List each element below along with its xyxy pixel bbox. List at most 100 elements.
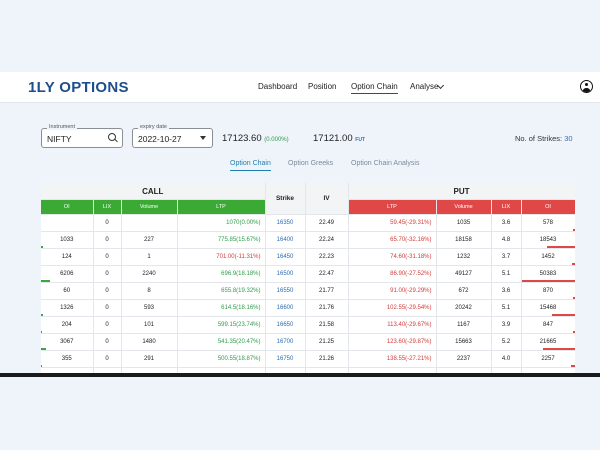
call-lix-cell: 0 xyxy=(93,367,122,373)
call-lix-cell-text: 0 xyxy=(105,254,109,260)
call-ltp-cell[interactable]: 1070(0.00%) xyxy=(177,214,266,232)
strike-cell[interactable]: 16550 xyxy=(265,282,306,300)
call-ltp-cell[interactable]: 696.9(18.18%) xyxy=(177,265,266,283)
put-ltp-cell[interactable]: 91.00(-29.29%) xyxy=(348,282,437,300)
expiry-value[interactable]: 2022-10-27 xyxy=(138,134,182,144)
strike-cell[interactable]: 16700 xyxy=(265,333,306,351)
brand-logo[interactable]: 1LY OPTIONS xyxy=(28,79,129,96)
put-ltp-cell[interactable]: 138.55(-27.21%) xyxy=(348,350,437,368)
call-volume-header[interactable]: Volume xyxy=(121,199,178,215)
call-ltp-cell[interactable]: 775.85(15.67%) xyxy=(177,231,266,249)
put-ltp-cell[interactable]: 65.70(-32.16%) xyxy=(348,231,437,249)
call-oi-cell-text: 124 xyxy=(61,254,72,260)
call-ltp-cell-text: 614.5(18.16%) xyxy=(221,305,261,311)
call-oi-cell: 124 xyxy=(41,248,94,266)
strike-cell-text: 16650 xyxy=(276,322,294,328)
iv-cell: 21.26 xyxy=(305,350,349,368)
call-ltp-cell[interactable]: 599.15(23.74%) xyxy=(177,316,266,334)
strike-cell[interactable]: 16600 xyxy=(265,299,306,317)
put-lix-header[interactable]: LIX xyxy=(491,199,522,215)
call-ltp-cell-text: 701.00(-11.31%) xyxy=(216,254,261,260)
expiry-date-select[interactable]: expiry date 2022-10-27 xyxy=(132,124,213,148)
iv-cell: 22.47 xyxy=(305,265,349,283)
table-row: 1033 0 227 775.85(15.67%) 16400 22.24 65.70(-3… xyxy=(41,231,575,249)
put-oi-bar xyxy=(542,348,575,350)
call-lix-cell: 0 xyxy=(93,333,122,351)
call-ltp-cell[interactable]: 701.00(-11.31%) xyxy=(177,248,266,266)
put-volume-cell: 672 xyxy=(436,282,492,300)
call-volume-cell: 8 xyxy=(121,282,178,300)
put-ltp-cell[interactable]: 86.90(-27.52%) xyxy=(348,265,437,283)
call-volume-cell-text: 1 xyxy=(147,254,151,260)
call-volume-cell: 291 xyxy=(121,350,178,368)
put-lix-cell: 4.0 xyxy=(491,350,522,368)
put-oi-bar xyxy=(571,365,575,367)
iv-cell: 21.58 xyxy=(305,316,349,334)
call-ltp-cell-text: 541.35(20.47%) xyxy=(217,339,261,345)
strike-cell[interactable]: 16800 xyxy=(265,367,306,373)
instrument-search-field[interactable]: Instrument NIFTY xyxy=(41,124,123,148)
strike-count-label: No. of Strikes: xyxy=(515,134,563,143)
strike-cell[interactable]: 16400 xyxy=(265,231,306,249)
put-volume-header[interactable]: Volume xyxy=(436,199,492,215)
call-lix-header[interactable]: LIX xyxy=(93,199,122,215)
put-volume-cell-text: 1232 xyxy=(456,254,471,260)
call-volume-cell: 101 xyxy=(121,316,178,334)
put-ltp-cell[interactable]: 113.40(-29.67%) xyxy=(348,316,437,334)
strike-cell[interactable]: 16450 xyxy=(265,248,306,266)
put-oi-cell: 1452 xyxy=(521,248,575,266)
call-ltp-cell[interactable]: 473.45(21.18%) xyxy=(177,367,266,373)
strike-cell[interactable]: 16350 xyxy=(265,214,306,232)
nav-option-chain[interactable]: Option Chain xyxy=(351,82,398,94)
put-oi-cell: 35861 xyxy=(521,367,575,373)
put-ltp-cell-text: 59.45(-29.31%) xyxy=(390,220,432,226)
strike-cell[interactable]: 16500 xyxy=(265,265,306,283)
iv-cell-text: 22.24 xyxy=(319,237,335,243)
dropdown-caret-icon[interactable] xyxy=(200,136,206,140)
put-ltp-cell[interactable]: 123.60(-29.87%) xyxy=(348,333,437,351)
call-ltp-cell[interactable]: 655.8(19.32%) xyxy=(177,282,266,300)
strike-cell[interactable]: 16750 xyxy=(265,350,306,368)
put-oi-cell-text: 1452 xyxy=(541,254,555,260)
nav-dashboard[interactable]: Dashboard xyxy=(258,82,298,91)
strike-count-value[interactable]: 30 xyxy=(564,134,573,143)
call-ltp-cell[interactable]: 500.55(18.87%) xyxy=(177,350,266,368)
search-icon[interactable] xyxy=(108,133,116,141)
put-oi-cell: 870 xyxy=(521,282,575,300)
strike-cell[interactable]: 16650 xyxy=(265,316,306,334)
call-lix-cell-text: 0 xyxy=(105,339,109,345)
tab-option-greeks[interactable]: Option Greeks xyxy=(288,160,334,167)
iv-cell: 21.76 xyxy=(305,299,349,317)
put-lix-cell: 5.1 xyxy=(491,299,522,317)
put-oi-cell-text: 50383 xyxy=(539,271,557,277)
put-oi-bar xyxy=(551,314,575,316)
call-oi-bar xyxy=(41,348,46,350)
call-oi-cell: 1326 xyxy=(41,299,94,317)
call-ltp-header[interactable]: LTP xyxy=(177,199,266,215)
nav-position[interactable]: Position xyxy=(308,82,337,91)
put-ltp-cell[interactable]: 59.45(-29.31%) xyxy=(348,214,437,232)
put-ltp-cell-text: 86.90(-27.52%) xyxy=(390,271,432,277)
put-ltp-cell[interactable]: 74.60(-31.18%) xyxy=(348,248,437,266)
call-ltp-cell-text: 696.9(18.18%) xyxy=(221,271,261,277)
put-ltp-cell[interactable]: 102.55(-29.54%) xyxy=(348,299,437,317)
put-lix-cell-text: 3.6 xyxy=(501,288,511,294)
put-ltp-header[interactable]: LTP xyxy=(348,199,437,215)
instrument-value[interactable]: NIFTY xyxy=(47,134,72,144)
tab-option-chain[interactable]: Option Chain xyxy=(230,160,271,171)
put-oi-cell-text: 15468 xyxy=(539,305,557,311)
user-account-icon[interactable] xyxy=(580,80,593,93)
put-lix-cell: 5.1 xyxy=(491,265,522,283)
put-ltp-cell[interactable]: 154.00(-27.01%) xyxy=(348,367,437,373)
table-row: 60 0 8 655.8(19.32%) 16550 21.77 91.00(-29.29%… xyxy=(41,282,575,300)
call-lix-cell-text: 0 xyxy=(105,322,109,328)
call-volume-cell: 227 xyxy=(121,231,178,249)
call-oi-header[interactable]: OI xyxy=(41,199,94,215)
call-ltp-cell[interactable]: 541.35(20.47%) xyxy=(177,333,266,351)
call-ltp-cell[interactable]: 614.5(18.16%) xyxy=(177,299,266,317)
call-ltp-cell-text: 599.15(23.74%) xyxy=(217,322,261,328)
tab-option-chain-analysis[interactable]: Option Chain Analysis xyxy=(351,160,420,167)
put-oi-header[interactable]: OI xyxy=(521,199,575,215)
nav-analyse[interactable]: Analyse xyxy=(410,82,439,91)
future-price-value: 17121.00 xyxy=(313,133,353,144)
